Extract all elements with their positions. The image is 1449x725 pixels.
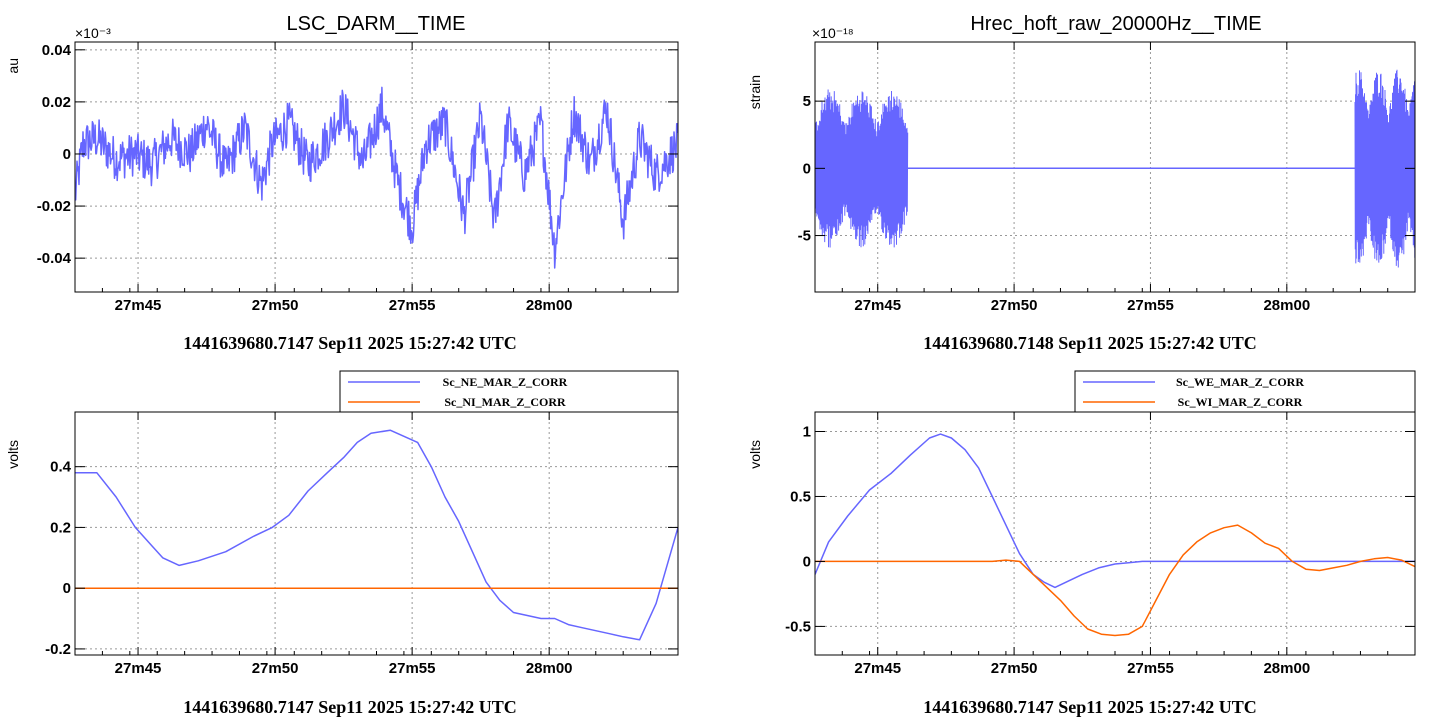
x-tick-label: 27m50 — [252, 660, 299, 677]
y-axis-label: au — [5, 58, 21, 74]
x-tick-label: 27m50 — [991, 660, 1038, 677]
x-axis-label: 1441639680.7147 Sep11 2025 15:27:42 UTC — [923, 697, 1257, 717]
y-tick-label: 1 — [803, 423, 811, 440]
plot-frame — [814, 411, 1416, 656]
plot-area — [815, 433, 1415, 637]
x-tick-label: 28m00 — [526, 660, 573, 677]
y-tick-label: 0.2 — [50, 519, 71, 536]
chart-panel-1: 27m45 27m50 27m55 28m00 -0.04 -0.02 0 0.02 0.04 L… — [5, 13, 679, 353]
x-tick-label: 27m55 — [389, 297, 436, 314]
x-tick-label: 27m50 — [252, 297, 299, 314]
x-axis-label: 1441639680.7148 Sep11 2025 15:27:42 UTC — [923, 333, 1257, 353]
y-axis-label: volts — [747, 440, 763, 469]
y-tick-label: 0 — [803, 160, 811, 177]
x-tick-label: 27m45 — [854, 660, 901, 677]
x-tick-label: 28m00 — [1263, 297, 1310, 314]
y-tick-label: 0.02 — [42, 94, 71, 111]
x-axis-label: 1441639680.7147 Sep11 2025 15:27:42 UTC — [183, 697, 517, 717]
legend-entry: Sc_NE_MAR_Z_CORR — [443, 375, 568, 389]
series-line-1 — [75, 86, 678, 269]
chart-panel-3: 27m45 27m50 27m55 28m00 -0.2 0 0.2 0.4 volts 1441… — [5, 370, 679, 717]
y-axis-label: volts — [5, 440, 21, 469]
x-tick-label: 27m55 — [1127, 297, 1174, 314]
plot-area — [75, 429, 678, 641]
legend: Sc_NE_MAR_Z_CORR Sc_NI_MAR_Z_CORR — [339, 370, 679, 413]
chart-panel-4: 27m45 27m50 27m55 28m00 -0.5 0 0.5 1 volts 144163… — [747, 370, 1416, 717]
x-tick-label: 28m00 — [1263, 660, 1310, 677]
y-tick-label: -5 — [798, 228, 811, 245]
y-tick-label: -0.5 — [785, 618, 811, 635]
x-tick-label: 27m55 — [1127, 660, 1174, 677]
x-tick-label: 27m45 — [115, 297, 162, 314]
chart-title: LSC_DARM__TIME — [287, 13, 466, 35]
x-tick-label: 28m00 — [526, 297, 573, 314]
x-tick-label: 27m45 — [115, 660, 162, 677]
y-tick-label: 0 — [803, 553, 811, 570]
legend-entry: Sc_WE_MAR_Z_CORR — [1176, 375, 1304, 389]
y-tick-label: 0.5 — [790, 488, 811, 505]
y-tick-label: -0.04 — [37, 250, 72, 267]
series-line-1 — [75, 429, 678, 641]
burst-trace — [1354, 69, 1415, 268]
y-tick-label: 5 — [803, 93, 811, 110]
y-exponent-label: ×10⁻³ — [75, 25, 111, 41]
y-axis-label: strain — [747, 75, 763, 109]
plot-area — [815, 69, 1415, 268]
chart-title: Hrec_hoft_raw_20000Hz__TIME — [970, 13, 1261, 35]
x-tick-label: 27m45 — [854, 297, 901, 314]
series-line-1 — [815, 433, 1415, 589]
plot-area — [75, 86, 678, 269]
y-exponent-label: ×10⁻¹⁸ — [812, 25, 854, 41]
legend: Sc_WE_MAR_Z_CORR Sc_WI_MAR_Z_CORR — [1074, 370, 1416, 413]
chart-panel-2: 27m45 27m50 27m55 28m00 -5 0 5 Hrec_hoft_raw_20… — [747, 13, 1416, 353]
x-axis-label: 1441639680.7147 Sep11 2025 15:27:42 UTC — [183, 333, 517, 353]
burst-trace — [815, 89, 909, 248]
legend-entry: Sc_NI_MAR_Z_CORR — [444, 395, 566, 409]
legend-entry: Sc_WI_MAR_Z_CORR — [1178, 395, 1303, 409]
plot-frame — [74, 411, 679, 656]
legend-box — [1074, 370, 1416, 413]
x-tick-label: 27m50 — [991, 297, 1038, 314]
y-tick-label: 0.4 — [50, 459, 72, 476]
y-tick-label: 0 — [63, 146, 71, 163]
y-tick-label: 0 — [63, 580, 71, 597]
x-tick-label: 27m55 — [389, 660, 436, 677]
series-line-2 — [815, 524, 1415, 637]
y-tick-label: -0.02 — [37, 198, 71, 215]
y-tick-label: 0.04 — [42, 42, 72, 59]
y-tick-label: -0.2 — [45, 641, 71, 658]
legend-box — [339, 370, 679, 413]
